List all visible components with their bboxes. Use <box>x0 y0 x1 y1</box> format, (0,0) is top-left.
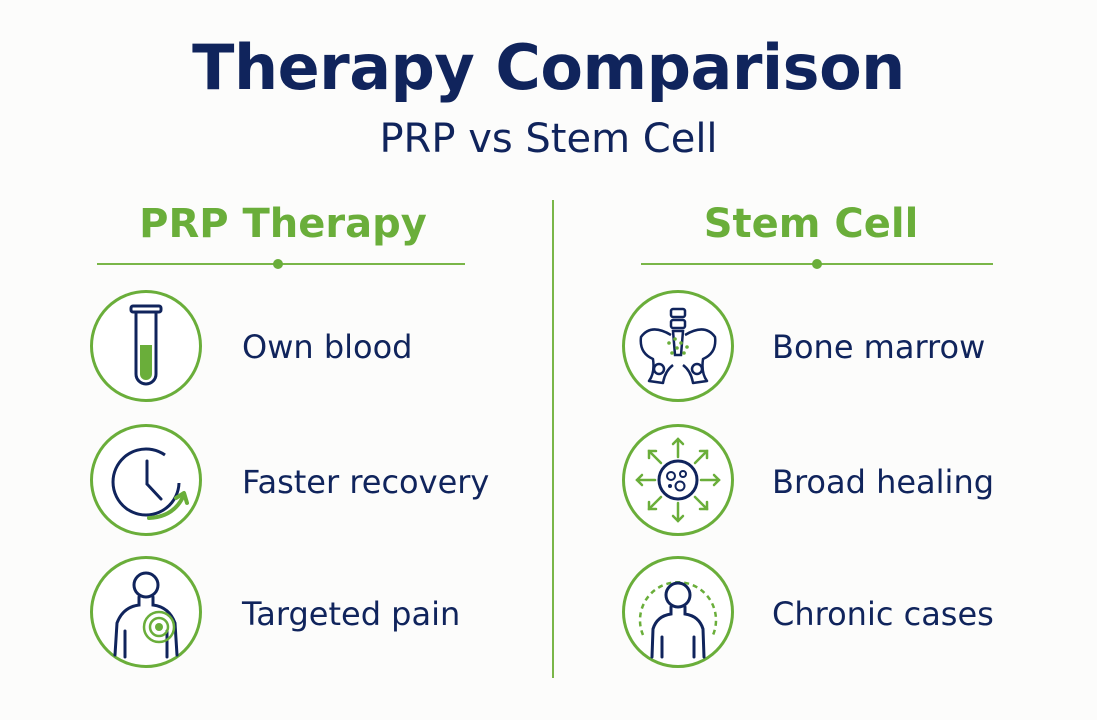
prp-item-label: Targeted pain <box>242 595 461 633</box>
column-divider <box>552 200 554 678</box>
pelvis-icon <box>622 290 734 402</box>
page-title: Therapy Comparison <box>192 31 905 104</box>
prp-column-title: PRP Therapy <box>139 201 427 247</box>
prp-item-label: Own blood <box>242 328 413 366</box>
page-subtitle: PRP vs Stem Cell <box>379 116 718 162</box>
prp-title-rule-dot <box>273 259 283 269</box>
prp-item-label: Faster recovery <box>242 463 490 501</box>
stem-cell-item-label: Broad healing <box>772 463 995 501</box>
body-aura-icon <box>622 556 734 668</box>
cell-arrows-icon <box>622 424 734 536</box>
stem-cell-item-label: Chronic cases <box>772 595 994 633</box>
stem-cell-item-label: Bone marrow <box>772 328 986 366</box>
test-tube-icon <box>90 290 202 402</box>
stem-cell-column-title: Stem Cell <box>703 201 919 247</box>
stem-cell-title-rule-dot <box>812 259 822 269</box>
body-target-icon <box>90 556 202 668</box>
clock-icon <box>90 424 202 536</box>
